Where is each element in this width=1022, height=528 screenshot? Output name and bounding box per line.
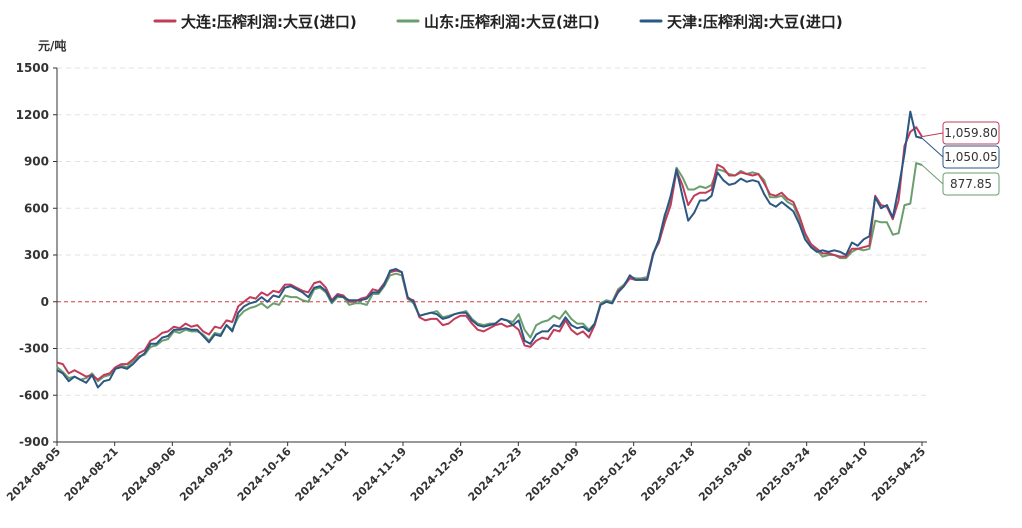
y-tick-label: 600 <box>24 201 49 215</box>
x-tick-label: 2024-12-05 <box>408 445 467 504</box>
series-line-2[interactable] <box>56 110 923 389</box>
legend[interactable]: 大连:压榨利润:大豆(进口) 山东:压榨利润:大豆(进口) 天津:压榨利润:大豆(进… <box>153 13 843 31</box>
y-axis-ticks: 1500 1200 900 600 300 0 -300 -600 -900 <box>16 61 58 449</box>
x-tick-label: 2024-09-06 <box>119 445 178 504</box>
x-tick-label: 2024-10-16 <box>235 445 294 504</box>
gridlines <box>57 67 927 396</box>
end-value-label: 877.85 <box>950 177 992 191</box>
y-axis-unit-label: 元/吨 <box>38 38 66 53</box>
x-tick-label: 2025-02-18 <box>638 445 697 504</box>
y-tick-label: 1200 <box>16 108 49 122</box>
series-line-0[interactable] <box>56 126 923 381</box>
legend-item-label[interactable]: 大连:压榨利润:大豆(进口) <box>181 13 357 31</box>
x-tick-label: 2024-11-19 <box>350 445 409 504</box>
x-tick-label: 2025-01-26 <box>581 445 640 504</box>
legend-item-label[interactable]: 山东:压榨利润:大豆(进口) <box>424 13 600 31</box>
series-lines <box>56 110 923 389</box>
x-axis: 2024-08-052024-08-212024-09-062024-09-25… <box>4 441 928 504</box>
x-tick-label: 2024-08-05 <box>4 445 63 504</box>
x-tick-label: 2024-12-23 <box>465 445 524 504</box>
y-tick-label: -600 <box>19 388 49 402</box>
y-tick-label: 1500 <box>16 61 49 75</box>
legend-item-label[interactable]: 天津:压榨利润:大豆(进口) <box>667 13 843 31</box>
x-tick-label: 2025-01-09 <box>523 445 582 504</box>
x-tick-label: 2024-11-01 <box>292 445 351 504</box>
end-value-labels: 1,059.80 1,050.05 877.85 <box>921 121 1000 196</box>
y-tick-label: 0 <box>41 295 49 309</box>
x-tick-label: 2025-04-10 <box>811 445 870 504</box>
x-tick-label: 2025-03-24 <box>754 445 813 504</box>
x-tick-label: 2025-03-06 <box>696 445 755 504</box>
y-tick-label: 900 <box>24 155 49 169</box>
end-label-box <box>942 172 1000 196</box>
end-label-leader <box>921 137 944 158</box>
y-tick-label: 300 <box>24 248 49 262</box>
end-label-leader <box>921 132 944 138</box>
end-value-label: 1,050.05 <box>944 150 997 164</box>
end-label-leader <box>921 164 944 185</box>
x-tick-label: 2024-09-25 <box>177 445 236 504</box>
x-tick-label: 2024-08-21 <box>62 445 121 504</box>
y-tick-label: -900 <box>19 435 49 449</box>
x-tick-label: 2025-04-25 <box>869 445 928 504</box>
end-value-label: 1,059.80 <box>944 126 997 140</box>
end-label-box <box>942 121 1000 145</box>
y-tick-label: -300 <box>19 342 49 356</box>
end-label-box <box>942 145 1000 169</box>
